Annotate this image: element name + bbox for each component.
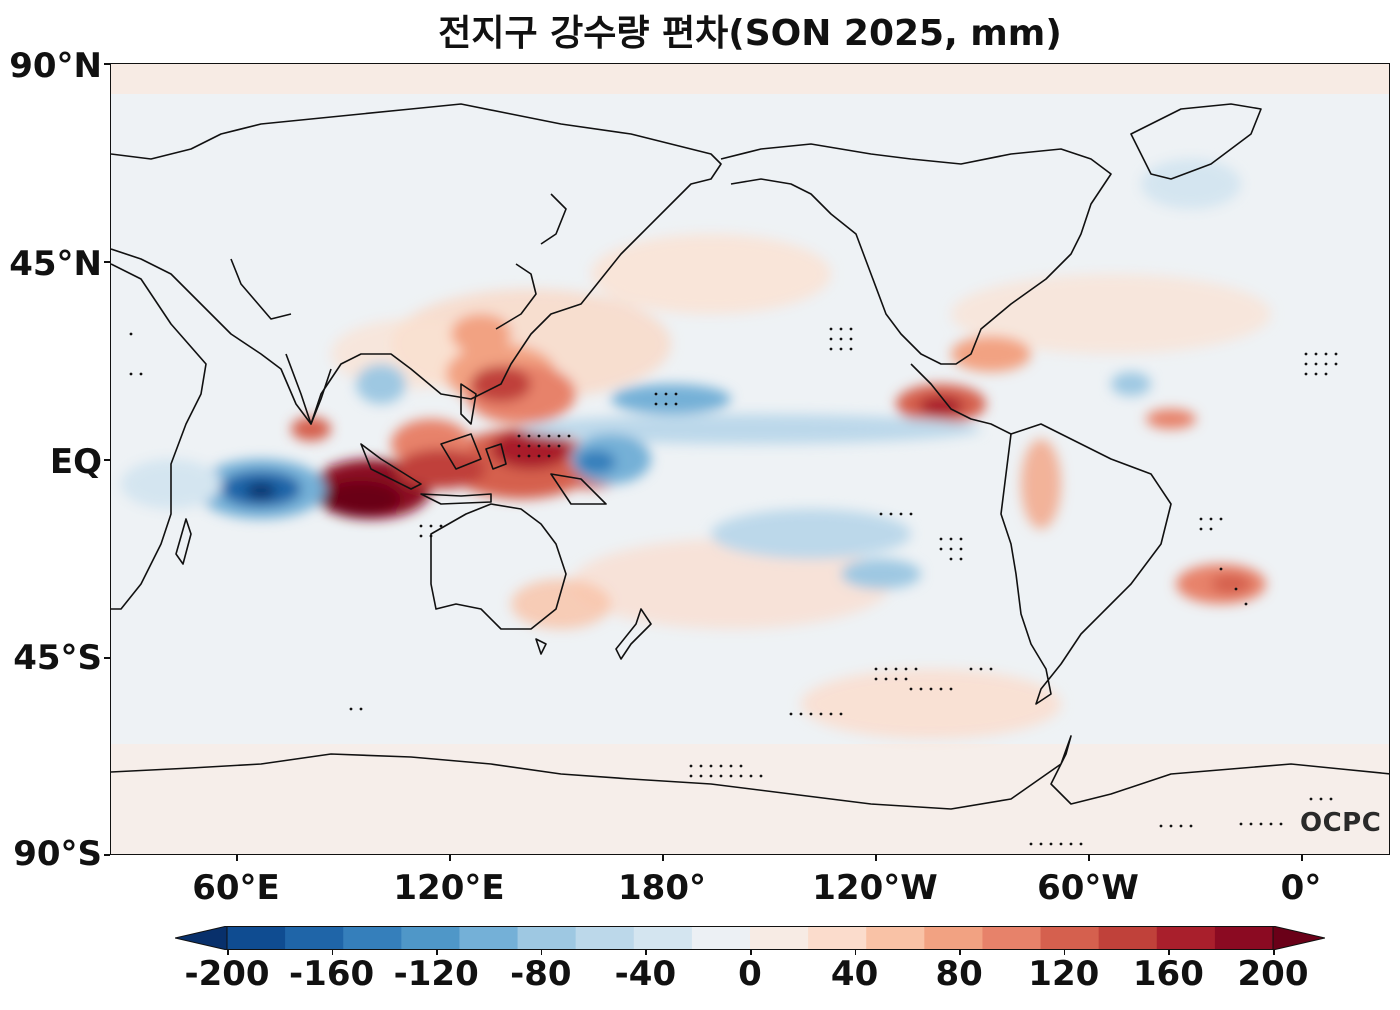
colorbar [174, 925, 1326, 951]
colorbar-tick-label: 40 [830, 954, 879, 994]
greenland-coast [1130, 103, 1262, 180]
lat-label-45s: 45°S [13, 638, 102, 678]
colorbar-graphic [174, 925, 1326, 951]
colorbar-tick [540, 950, 543, 955]
significance-stippling [129, 327, 1338, 846]
colorbar-max-extend [1272, 925, 1326, 951]
anomaly-field [121, 159, 1271, 739]
colorbar-tick [1063, 950, 1066, 955]
colorbar-bin [982, 926, 1042, 950]
colorbar-bin [517, 926, 577, 950]
colorbar-bin [1156, 926, 1216, 950]
lon-tick [236, 855, 238, 861]
colorbar-outline [226, 926, 1274, 950]
lat-label-45n: 45°N [9, 244, 102, 284]
colorbar-bin [1040, 926, 1100, 950]
colorbar-bin [575, 926, 635, 950]
colorbar-min-extend [174, 925, 228, 951]
colorbar-tick-label: -160 [289, 954, 375, 994]
lat-tick [104, 657, 110, 659]
lat-label-eq: EQ [49, 442, 102, 482]
colorbar-tick-label: 80 [935, 954, 983, 994]
colorbar-tick-label: -40 [614, 954, 677, 994]
lat-label-90n: 90°N [9, 46, 102, 86]
colorbar-bin [808, 926, 867, 950]
map-canvas [111, 64, 1389, 854]
ocpc-logo: OCPC [1300, 808, 1382, 838]
borneo-coast [440, 433, 482, 470]
colorbar-bin [227, 926, 286, 950]
lon-label-0: 0° [1280, 868, 1322, 908]
tasmania-coast [535, 638, 547, 655]
australia-coast [430, 503, 567, 630]
chart-title: 전지구 강수량 편차(SON 2025, mm) [438, 13, 1062, 54]
colorbar-tick-label: -200 [184, 954, 270, 994]
colorbar-tick [227, 950, 229, 955]
lon-tick [1088, 855, 1090, 861]
java-coast [420, 493, 492, 505]
madagascar-coast [175, 518, 192, 565]
lon-label-60e: 60°E [192, 868, 280, 908]
colorbar-bin [924, 926, 983, 950]
eurasia-coast [111, 103, 722, 425]
antarctic-band [111, 744, 1389, 854]
lon-label-120w: 120°W [812, 868, 938, 908]
central-america-coast [910, 363, 1012, 435]
colorbar-bin [866, 926, 925, 950]
colorbar-tick-label: 0 [738, 954, 762, 994]
colorbar-bin [1214, 926, 1274, 950]
colorbar-bin [401, 926, 460, 950]
colorbar-tick [959, 950, 961, 955]
colorbar-tick [331, 950, 334, 955]
colorbar-tick [436, 950, 438, 955]
new-guinea-coast [550, 473, 607, 505]
colorbar-bin [691, 926, 751, 950]
antarctica-coast [111, 735, 1389, 810]
colorbar-bin [285, 926, 344, 950]
africa-coast [111, 263, 207, 610]
persian-gulf [230, 258, 292, 320]
lon-label-180: 180° [618, 868, 706, 908]
precipitation-anomaly-map [110, 63, 1390, 855]
lat-tick [104, 63, 110, 65]
philippines-coast [460, 383, 477, 425]
colorbar-tick-label: 200 [1237, 954, 1309, 994]
sumatra-coast [360, 443, 422, 490]
colorbar-tick [1168, 950, 1170, 955]
colorbar-bin [343, 926, 402, 950]
colorbar-tick-label: 160 [1132, 954, 1204, 994]
colorbar-tick [854, 950, 857, 955]
new-zealand-coast [615, 608, 652, 660]
colorbar-bin [1098, 926, 1158, 950]
colorbar-tick [750, 950, 752, 955]
colorbar-bin [750, 926, 809, 950]
lat-tick [104, 261, 110, 263]
lon-tick [875, 855, 877, 861]
colorbar-tick-label: 120 [1028, 954, 1100, 994]
north-america-coast [720, 143, 1112, 365]
colorbar-tick-label: -80 [510, 954, 572, 994]
lon-tick [449, 855, 451, 861]
lon-label-60w: 60°W [1037, 868, 1139, 908]
lon-label-120e: 120°E [393, 868, 505, 908]
arctic-band [111, 64, 1389, 94]
colorbar-bin [633, 926, 693, 950]
lat-tick [104, 459, 110, 461]
lon-tick [1301, 855, 1303, 861]
coastlines [111, 103, 1389, 810]
lat-tick [104, 854, 110, 856]
lat-label-90s: 90°S [13, 834, 102, 874]
japan-coast [495, 263, 537, 330]
sulawesi-coast [485, 443, 507, 470]
india-coast [285, 353, 332, 425]
colorbar-tick [1273, 950, 1275, 955]
colorbar-tick [645, 950, 647, 955]
colorbar-tick-label: -120 [393, 954, 479, 994]
south-america-coast [1000, 423, 1172, 705]
lon-tick [662, 855, 664, 861]
kamchatka-coast [540, 193, 567, 245]
colorbar-bin [459, 926, 519, 950]
